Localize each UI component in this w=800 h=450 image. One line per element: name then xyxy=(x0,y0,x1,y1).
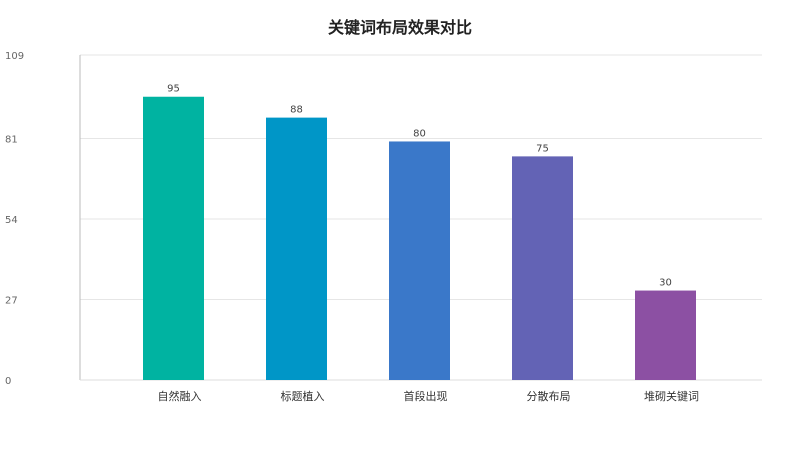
category-labels: 自然融入 标题植入 首段出现 分散布局 堆砌关键词 xyxy=(158,389,700,403)
data-label: 95 xyxy=(167,84,180,95)
bar xyxy=(143,96,204,381)
data-label: 75 xyxy=(536,143,549,154)
data-label: 88 xyxy=(290,105,303,116)
bar xyxy=(635,290,696,380)
y-tick-label: 81 xyxy=(5,134,18,145)
y-tick-label: 0 xyxy=(5,376,11,387)
y-tick-label: 109 xyxy=(5,51,24,62)
category-label: 自然融入 xyxy=(158,389,202,403)
bar xyxy=(266,117,327,380)
bar xyxy=(389,141,450,380)
data-label: 80 xyxy=(413,128,426,139)
data-label: 30 xyxy=(659,278,672,289)
category-label: 首段出现 xyxy=(404,389,448,403)
chart-title: 关键词布局效果对比 xyxy=(328,18,472,37)
data-labels: 95 88 80 75 30 xyxy=(167,84,672,289)
category-label: 标题植入 xyxy=(281,389,325,403)
category-label: 堆砌关键词 xyxy=(644,389,699,403)
bars xyxy=(143,96,696,381)
y-tick-label: 54 xyxy=(5,215,18,226)
y-tick-labels: 0 27 54 81 109 xyxy=(5,51,24,387)
bar xyxy=(512,156,573,380)
category-label: 分散布局 xyxy=(527,389,571,403)
y-tick-label: 27 xyxy=(5,295,18,306)
